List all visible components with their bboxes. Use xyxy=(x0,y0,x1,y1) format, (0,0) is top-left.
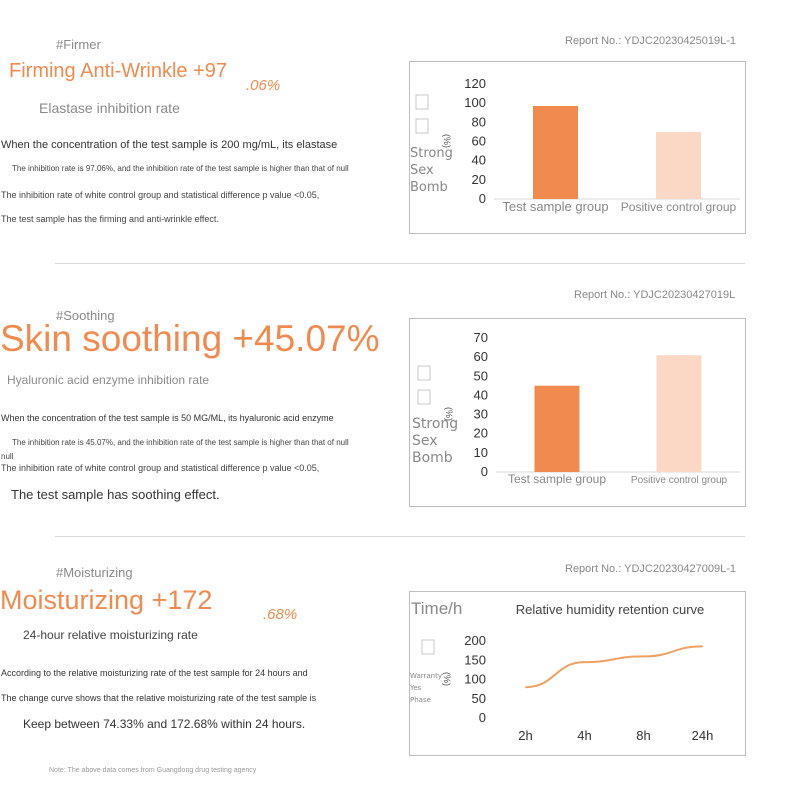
y-tick-label: 120 xyxy=(464,76,486,91)
bar-positive-control xyxy=(656,355,702,472)
x-category-label: Test sample group xyxy=(502,199,608,214)
y-axis-unit: (%) xyxy=(442,672,452,686)
section-tag-soothing: #Soothing xyxy=(56,308,115,323)
headline-tail: .68% xyxy=(263,606,298,623)
corner-label: Time/h xyxy=(411,599,462,618)
section-divider xyxy=(55,263,745,264)
bar-positive-control xyxy=(656,131,701,199)
body-line: The inhibition rate is 45.07%, and the i… xyxy=(12,438,349,447)
y-tick-label: 150 xyxy=(464,652,486,667)
report-number: Report No.: YDJC20230427019L xyxy=(574,289,736,301)
y-tick-label: 50 xyxy=(474,368,488,383)
body-line: The change curve shows that the relative… xyxy=(1,693,317,703)
x-category-label: 2h xyxy=(518,728,532,743)
y-tick-label: 40 xyxy=(474,387,488,402)
y-axis-unit: (%) xyxy=(444,407,454,421)
section-divider xyxy=(55,536,745,537)
y-tick-label: 0 xyxy=(481,464,488,479)
bar-test-sample xyxy=(533,105,578,199)
footnote: Note: The above data comes from Guangdon… xyxy=(49,767,257,774)
series-line xyxy=(525,645,703,689)
y-axis-label: Phase xyxy=(410,696,431,704)
y-tick-label: 60 xyxy=(474,349,488,364)
body-line: The test sample has soothing effect. xyxy=(11,487,220,502)
body-line: The inhibition rate of white control gro… xyxy=(1,463,320,473)
report-number: Report No.: YDJC20230425019L-1 xyxy=(565,35,737,47)
y-tick-label: 200 xyxy=(464,633,486,648)
x-category-label: 24h xyxy=(692,728,714,743)
report-number: Report No.: YDJC20230427009L-1 xyxy=(565,563,737,575)
data-point xyxy=(525,686,526,688)
body-line: According to the relative moisturizing r… xyxy=(1,668,308,678)
x-category-label: Positive control group xyxy=(631,475,728,486)
line-chart-moisturizing: Relative humidity retention curve Time/h 0… xyxy=(410,599,714,743)
headline-tail: .06% xyxy=(246,77,281,94)
x-category-label: Test sample group xyxy=(508,472,606,486)
body-line: The inhibition rate is 97.06%, and the i… xyxy=(12,164,349,173)
bar-chart-soothing: 0 10 20 30 40 50 60 70 Test sample group Positive… xyxy=(412,330,740,486)
section-tag-moisturizing: #Moisturizing xyxy=(56,565,133,580)
y-axis-label: Yes xyxy=(410,684,422,692)
faint-glyph-icon xyxy=(417,389,431,405)
body-line: When the concentration of the test sampl… xyxy=(1,413,334,423)
y-tick-label: 80 xyxy=(472,114,486,129)
x-category-label: Positive control group xyxy=(621,200,737,214)
chart-panel-firming: 0 20 40 60 80 100 120 Test sample group Positive… xyxy=(409,61,746,234)
y-axis-label: Sex xyxy=(410,163,434,178)
y-axis-unit: (%) xyxy=(442,134,452,148)
y-tick-label: 70 xyxy=(474,330,488,345)
faint-glyph-icon xyxy=(417,365,431,381)
headline: Moisturizing +172 xyxy=(0,585,213,615)
y-tick-label: 100 xyxy=(464,95,486,110)
headline: Skin soothing +45.07% xyxy=(0,318,380,359)
faint-glyph-icon xyxy=(421,639,435,655)
y-tick-label: 40 xyxy=(472,153,486,168)
chart-panel-soothing: 0 10 20 30 40 50 60 70 Test sample group Positive… xyxy=(409,318,746,507)
chart-panel-moisturizing: Relative humidity retention curve Time/h 0… xyxy=(409,591,746,756)
y-tick-label: 0 xyxy=(479,191,486,206)
subtitle: Hyaluronic acid enzyme inhibition rate xyxy=(7,373,210,387)
y-axis-label: Strong xyxy=(410,146,453,161)
y-axis-label: Strong xyxy=(412,416,458,432)
y-tick-label: 10 xyxy=(474,445,488,460)
subtitle: Elastase inhibition rate xyxy=(39,100,180,116)
data-point xyxy=(702,645,703,647)
y-tick-label: 20 xyxy=(474,426,488,441)
x-category-label: 4h xyxy=(577,728,591,743)
y-axis-label: Bomb xyxy=(412,450,453,466)
y-tick-label: 50 xyxy=(472,691,486,706)
subtitle: 24-hour relative moisturizing rate xyxy=(23,628,198,642)
x-category-label: 8h xyxy=(636,728,650,743)
faint-glyph-icon xyxy=(415,94,429,110)
bar-chart-firming: 0 20 40 60 80 100 120 Test sample group Positive… xyxy=(410,76,740,214)
section-tag-firmer: #Firmer xyxy=(56,37,101,52)
y-tick-label: 0 xyxy=(479,710,486,725)
faint-glyph-icon xyxy=(415,118,429,134)
chart-title: Relative humidity retention curve xyxy=(516,602,705,617)
y-tick-label: 100 xyxy=(464,672,486,687)
y-axis-label: Sex xyxy=(412,433,438,449)
data-point xyxy=(584,661,585,663)
headline: Firming Anti-Wrinkle +97 xyxy=(9,60,228,82)
y-tick-label: 30 xyxy=(474,407,488,422)
body-line-null: null xyxy=(1,452,14,461)
body-line: When the concentration of the test sampl… xyxy=(1,139,338,151)
y-axis-label: Warranty xyxy=(410,672,442,680)
body-line: The inhibition rate of white control gro… xyxy=(1,190,320,200)
y-tick-label: 20 xyxy=(472,172,486,187)
y-axis-label: Bomb xyxy=(410,180,448,195)
bar-test-sample xyxy=(534,385,580,472)
body-line: The test sample has the firming and anti… xyxy=(1,214,219,224)
body-line: Keep between 74.33% and 172.68% within 2… xyxy=(23,717,306,731)
y-tick-label: 60 xyxy=(472,134,486,149)
data-point xyxy=(643,655,644,657)
